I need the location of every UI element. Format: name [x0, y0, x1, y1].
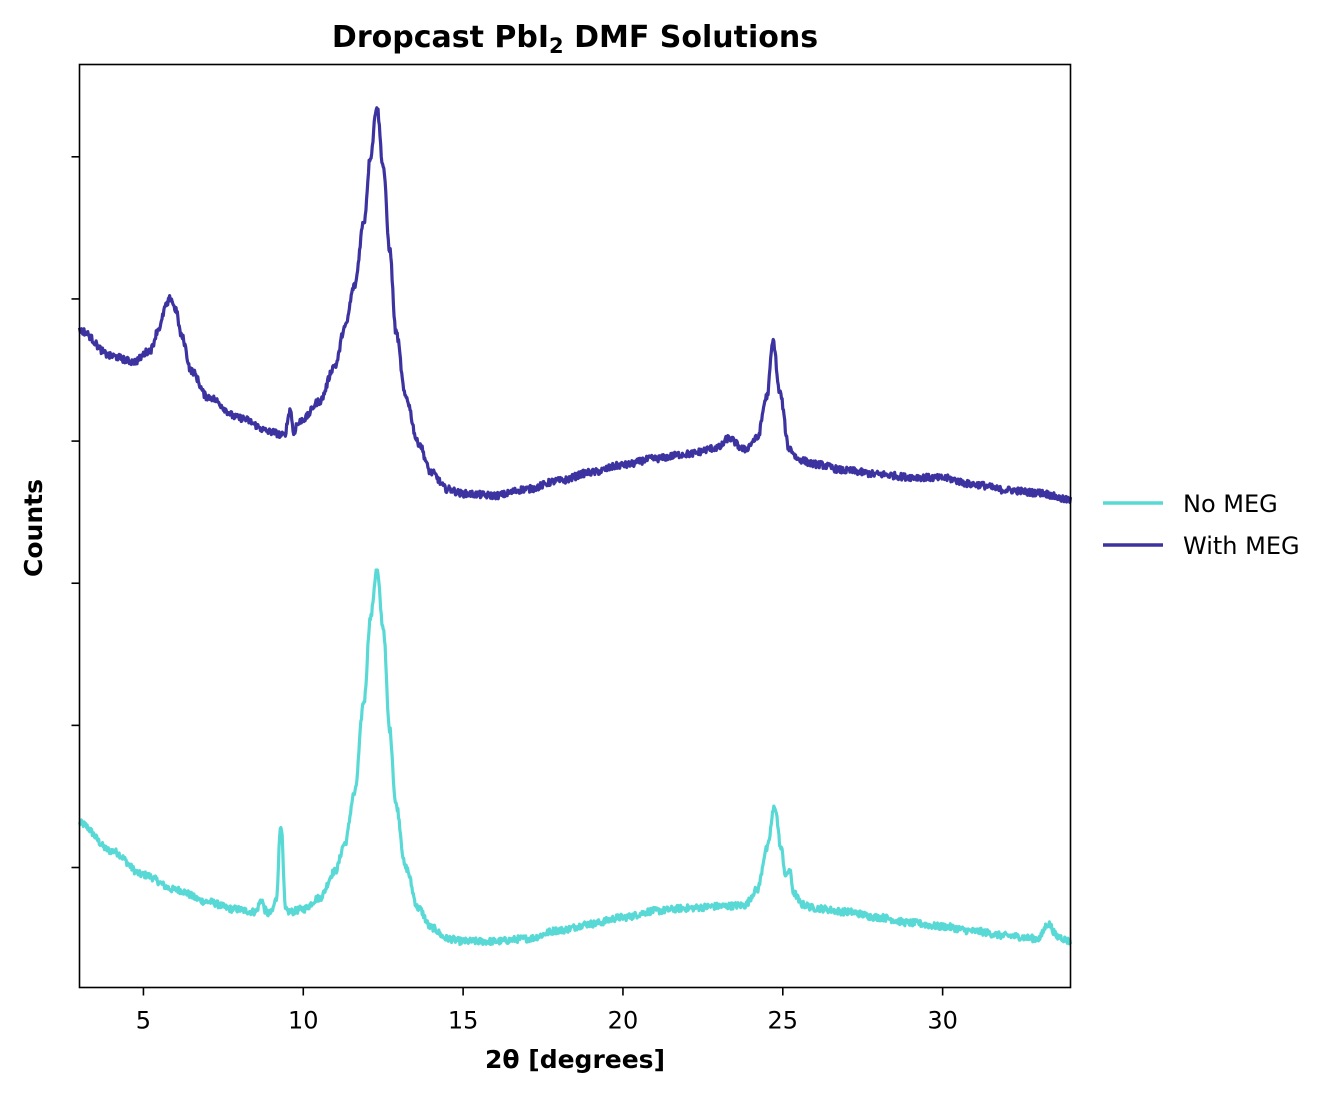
x-axis-ticks: 5 10 15 20 25 30 — [136, 987, 958, 1035]
y-axis-label: Counts — [19, 479, 48, 577]
chart-title-main: Dropcast PbI — [332, 20, 549, 55]
x-tick-label-5: 5 — [136, 1007, 151, 1035]
series-line-with-meg — [77, 106, 1073, 504]
x-tick-label-30: 30 — [927, 1007, 958, 1035]
chart-title: Dropcast PbI2 DMF Solutions — [332, 20, 818, 58]
legend: No MEG With MEG — [1103, 490, 1300, 560]
x-tick-label-25: 25 — [768, 1007, 799, 1035]
chart-title-subscript: 2 — [549, 34, 564, 58]
x-axis-label: 2θ [degrees] — [485, 1045, 665, 1074]
legend-label-no-meg: No MEG — [1183, 490, 1278, 518]
series-line-no-meg — [77, 568, 1073, 947]
x-tick-label-10: 10 — [288, 1007, 319, 1035]
x-tick-label-15: 15 — [448, 1007, 479, 1035]
plot-frame — [78, 63, 1072, 989]
series-layer — [77, 106, 1073, 947]
x-tick-label-20: 20 — [608, 1007, 639, 1035]
y-axis-ticks — [71, 156, 80, 869]
legend-label-with-meg: With MEG — [1183, 532, 1300, 560]
chart-title-rest: DMF Solutions — [564, 20, 818, 55]
